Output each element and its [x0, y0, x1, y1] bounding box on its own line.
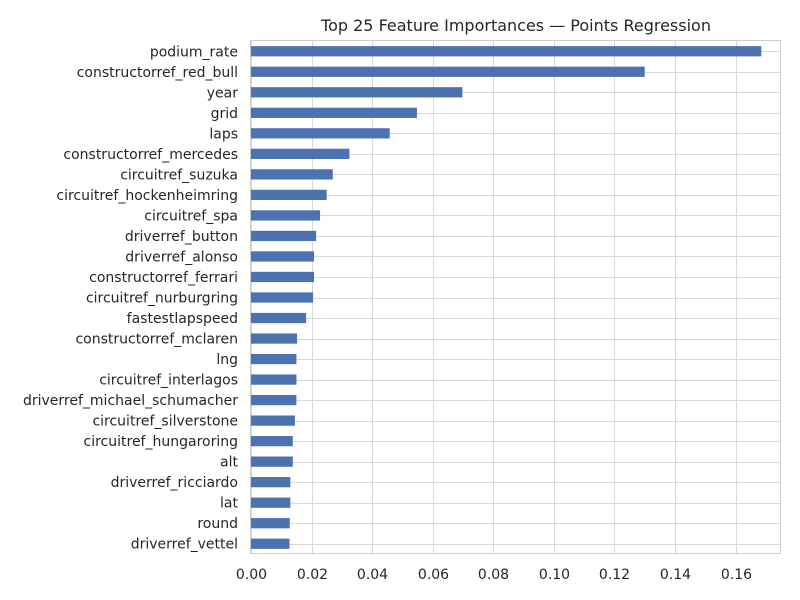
- category-label: circuitref_hockenheimring: [56, 188, 238, 204]
- plot-area-border: [250, 40, 781, 554]
- x-tick-label: 0.08: [478, 567, 509, 583]
- bar: [251, 477, 291, 488]
- category-label: lat: [220, 496, 238, 512]
- bar: [251, 46, 762, 57]
- bar: [251, 415, 295, 426]
- chart-title: Top 25 Feature Importances — Points Regr…: [320, 16, 711, 35]
- x-tick-layer: 0.00 0.02 0.04 0.06 0.08 0.10 0.12 0.14 0.16: [236, 567, 752, 583]
- category-label: circuitref_hungaroring: [84, 434, 238, 450]
- category-label: driverref_vettel: [131, 537, 238, 553]
- bar: [251, 333, 298, 344]
- bar: [251, 312, 307, 324]
- category-label: round: [197, 516, 238, 532]
- category-label: laps: [209, 126, 238, 142]
- bar: [251, 107, 417, 118]
- category-label: circuitref_suzuka: [120, 167, 238, 183]
- bar: [251, 538, 290, 549]
- category-label: alt: [220, 455, 238, 471]
- category-label: driverref_ricciardo: [111, 475, 238, 491]
- category-label: podium_rate: [150, 44, 238, 60]
- category-label: circuitref_silverstone: [92, 414, 238, 430]
- bar: [251, 210, 321, 221]
- category-label: grid: [211, 106, 238, 122]
- category-label: constructorref_mclaren: [75, 332, 238, 348]
- bar: [251, 394, 297, 406]
- bar: [251, 353, 297, 365]
- x-tick-label: 0.06: [418, 567, 449, 583]
- bar: [251, 230, 317, 242]
- bar: [251, 66, 645, 77]
- category-label: driverref_michael_schumacher: [23, 393, 238, 409]
- bar-layer: [251, 46, 762, 549]
- bar: [251, 456, 293, 467]
- bar: [251, 436, 293, 447]
- x-tick-label: 0.00: [236, 567, 267, 583]
- bar: [251, 251, 314, 262]
- bar: [251, 148, 350, 159]
- category-label: driverref_button: [125, 229, 238, 245]
- bar: [251, 271, 314, 283]
- bar: [251, 374, 297, 385]
- category-label: constructorref_red_bull: [77, 65, 238, 81]
- bar: [251, 497, 291, 508]
- x-tick-label: 0.14: [660, 567, 691, 583]
- x-tick-label: 0.16: [721, 567, 752, 583]
- category-label: circuitref_spa: [144, 208, 238, 224]
- x-tick-label: 0.02: [297, 567, 328, 583]
- category-label: lng: [216, 352, 238, 368]
- bar: [251, 189, 327, 201]
- category-label: constructorref_mercedes: [63, 147, 238, 163]
- category-label: fastestlapspeed: [127, 311, 238, 327]
- bar: [251, 87, 463, 98]
- x-tick-label: 0.04: [357, 567, 388, 583]
- category-label: driverref_alonso: [125, 249, 238, 265]
- bar: [251, 169, 333, 180]
- bar: [251, 518, 290, 529]
- x-tick-label: 0.10: [539, 567, 570, 583]
- category-label: year: [207, 85, 238, 101]
- bar: [251, 128, 390, 139]
- category-label: constructorref_ferrari: [89, 270, 238, 286]
- bar: [251, 292, 314, 303]
- category-label: circuitref_nurburgring: [86, 291, 238, 307]
- x-tick-label: 0.12: [599, 567, 630, 583]
- category-label: circuitref_interlagos: [99, 373, 238, 389]
